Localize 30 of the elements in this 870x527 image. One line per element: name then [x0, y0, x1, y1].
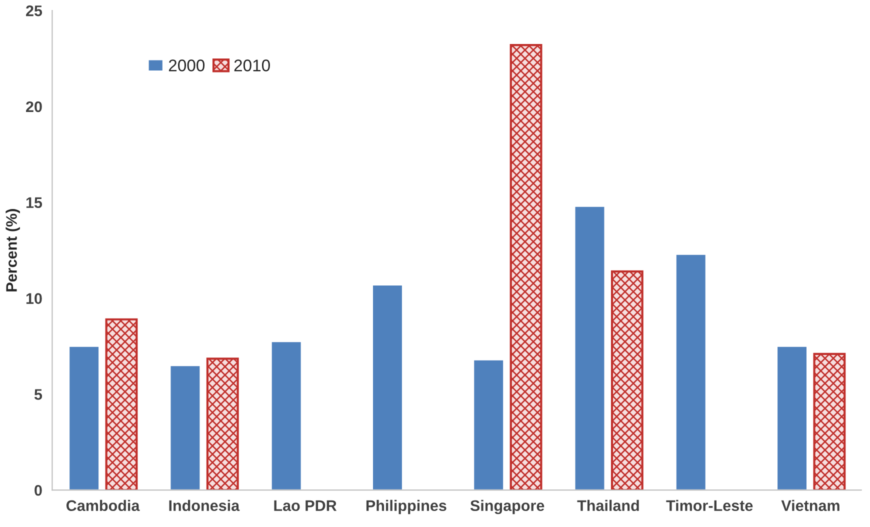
- x-tick-label: Timor-Leste: [666, 500, 753, 512]
- x-tick-label: Cambodia: [66, 500, 140, 512]
- y-tick-label: 0: [34, 484, 42, 496]
- bar: [270, 340, 302, 490]
- bar: [610, 270, 644, 490]
- x-tick-label: Vietnam: [781, 500, 840, 512]
- bar: [68, 346, 100, 490]
- legend-label: 2000: [168, 60, 205, 72]
- bar: [206, 358, 239, 490]
- bar: [675, 253, 707, 490]
- x-tick-label: Thailand: [577, 500, 639, 512]
- bar: [510, 44, 542, 490]
- bar: [472, 358, 504, 490]
- legend-label: 2010: [234, 60, 270, 72]
- y-tick-label: 20: [26, 101, 42, 112]
- bar: [105, 318, 138, 490]
- x-tick-label: Lao PDR: [274, 500, 337, 512]
- y-tick-label: 10: [26, 293, 42, 304]
- y-axis-title: Percent (%): [6, 209, 20, 292]
- x-tick-label: Singapore: [470, 500, 544, 514]
- bar: [372, 284, 404, 490]
- y-tick-label: 15: [26, 197, 42, 208]
- y-tick-label: 5: [34, 389, 42, 400]
- x-tick-label: Indonesia: [169, 500, 240, 512]
- bar: [776, 346, 808, 490]
- bar: [813, 352, 846, 490]
- y-tick-label: 25: [26, 5, 42, 16]
- bar: [169, 364, 202, 490]
- x-tick-label: Philippines: [366, 500, 446, 514]
- bar: [574, 206, 606, 490]
